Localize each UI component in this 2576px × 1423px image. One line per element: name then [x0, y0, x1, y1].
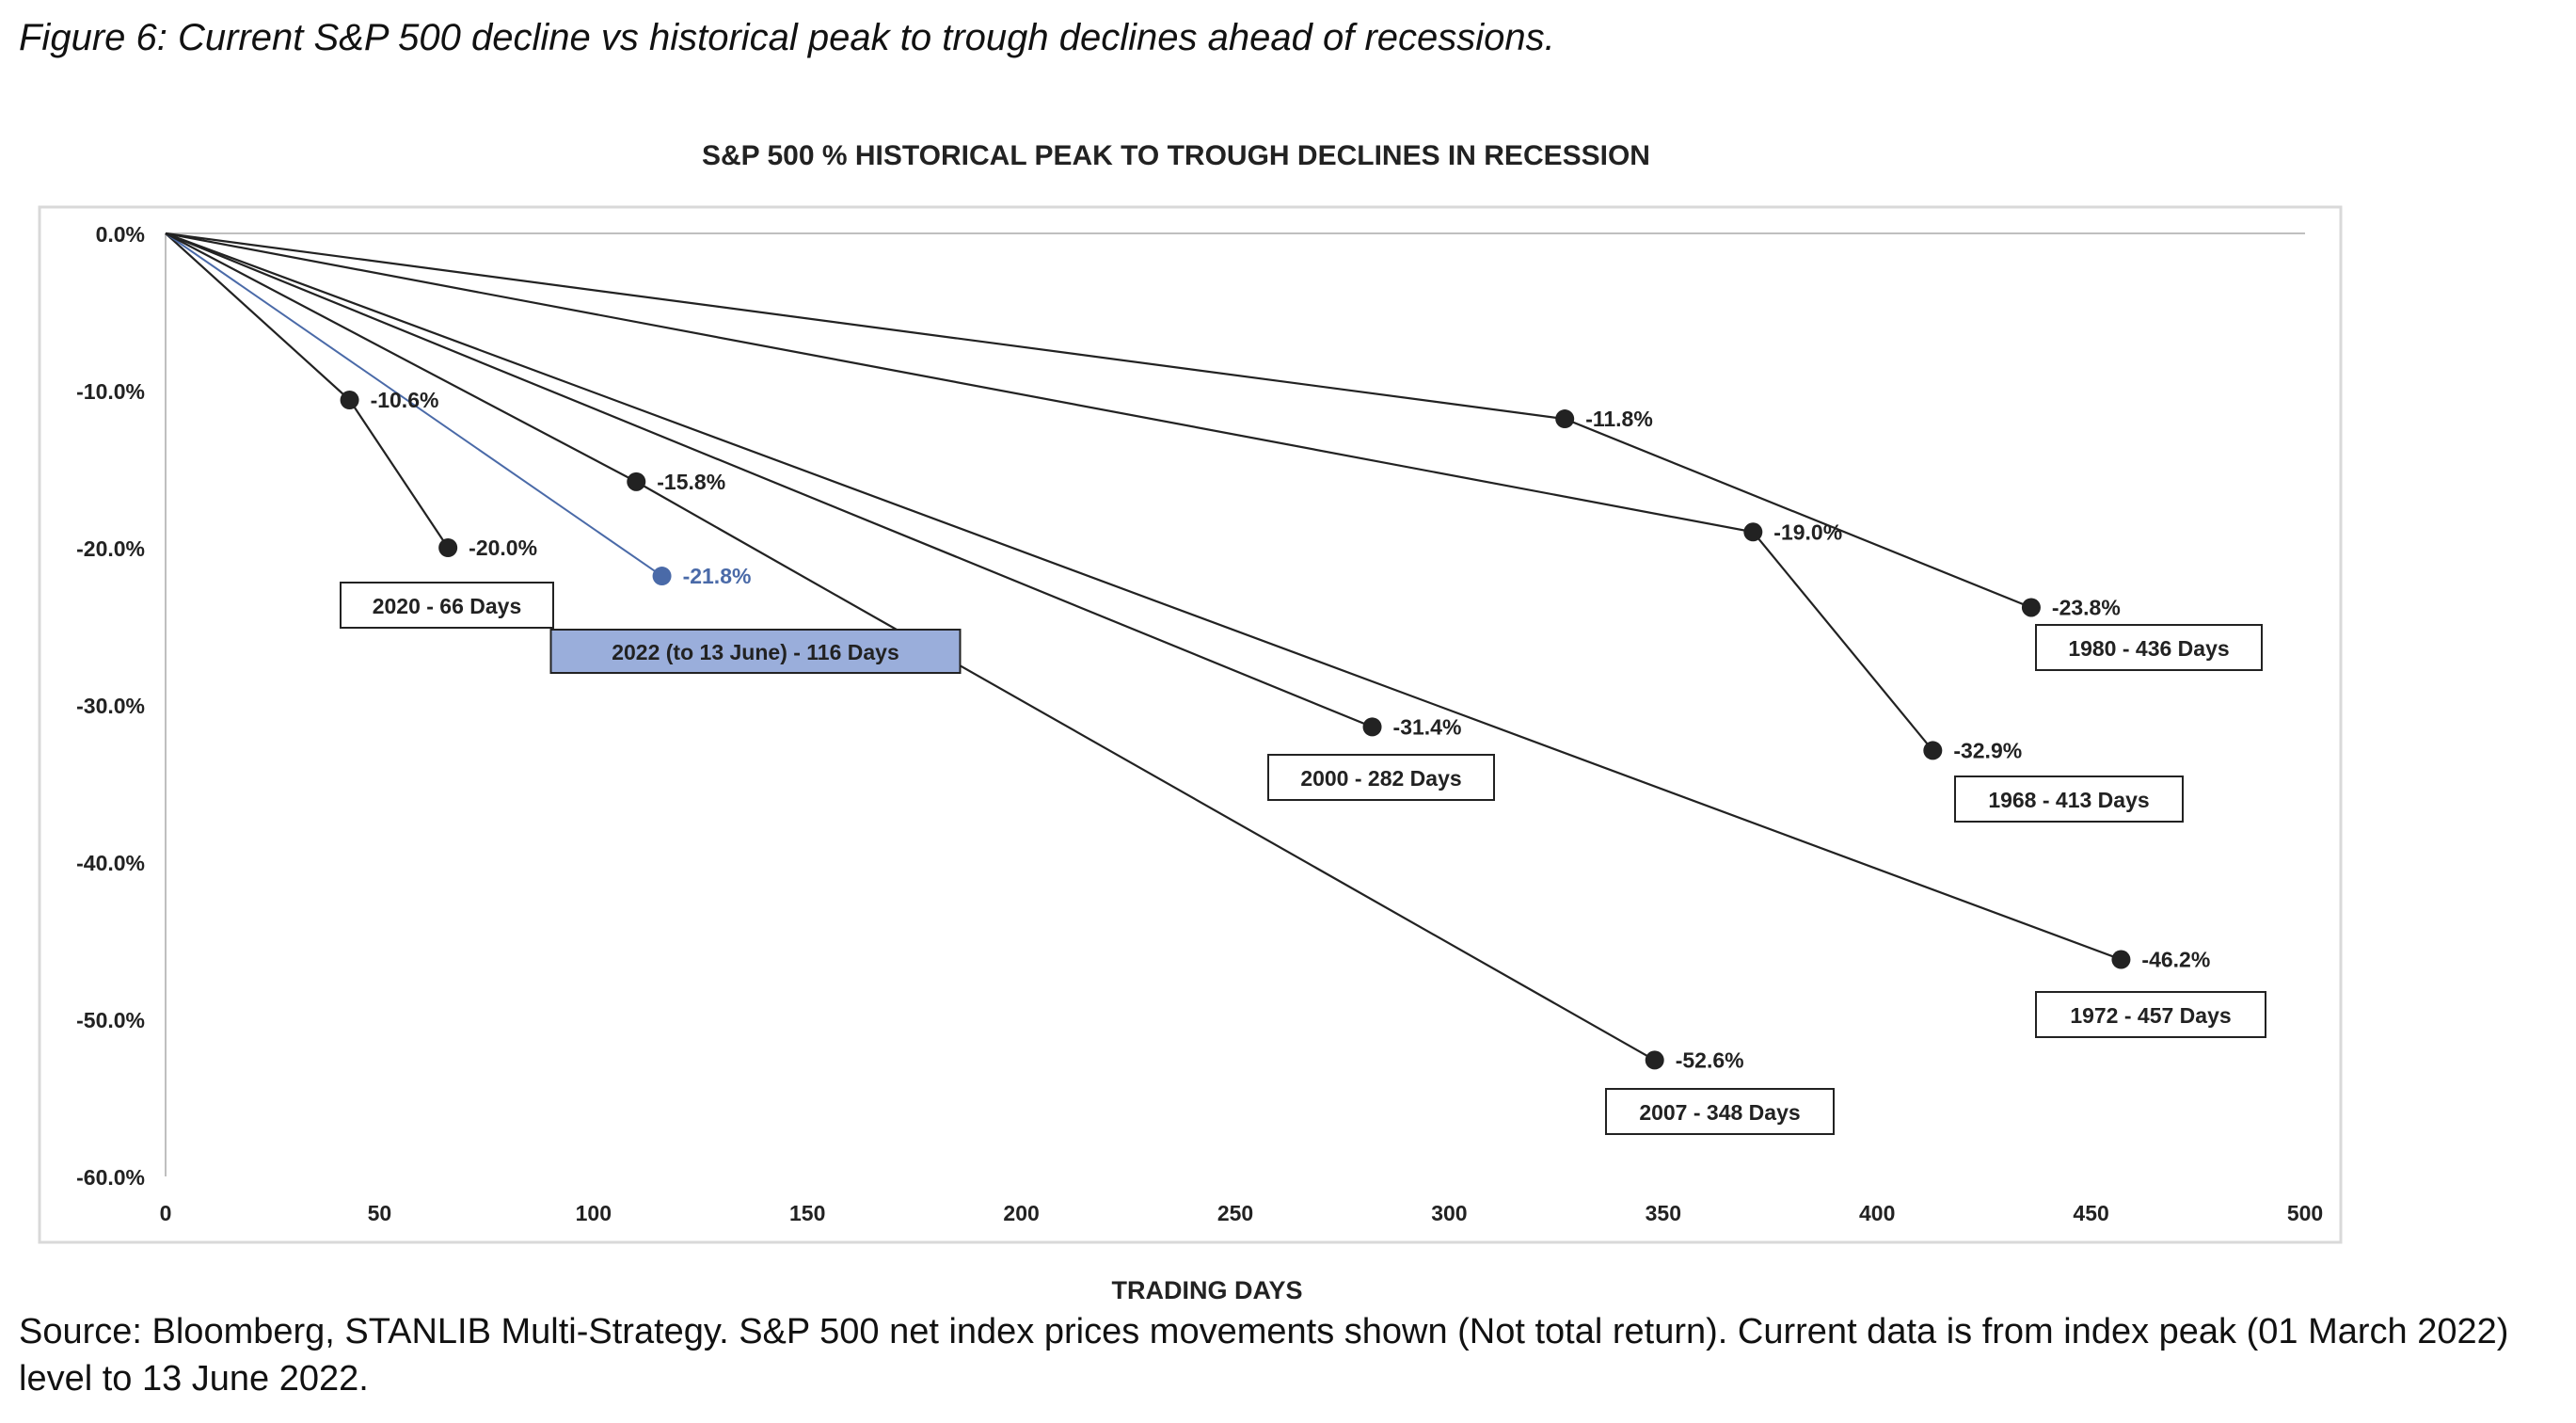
series-label: 2007 - 348 Days	[1639, 1100, 1800, 1125]
x-tick-label: 500	[2287, 1201, 2323, 1225]
data-point-s1980	[1555, 409, 1575, 429]
y-tick-label: -40.0%	[76, 851, 145, 875]
data-label: -11.8%	[1585, 407, 1653, 431]
series-label-box	[1267, 754, 1495, 801]
series-line-s1972	[165, 232, 2122, 961]
x-tick-label: 350	[1646, 1201, 1681, 1225]
data-point-s2022	[652, 567, 672, 586]
data-label: -32.9%	[1953, 738, 2022, 762]
data-point-s2007	[627, 472, 646, 491]
series-layer	[165, 232, 2131, 1070]
data-point-s1968	[1743, 522, 1763, 542]
series-label-box	[1954, 775, 2184, 823]
x-tick-label: 100	[576, 1201, 612, 1225]
axes: 0.0% -10.0% -20.0% -30.0% -40.0% -50.0% -60.0%…	[76, 222, 2323, 1225]
data-point-s1980	[2021, 598, 2041, 617]
y-tick-label: -10.0%	[76, 379, 145, 404]
data-label: -23.8%	[2052, 595, 2121, 619]
y-tick-label: -60.0%	[76, 1165, 145, 1190]
data-label: -52.6%	[1676, 1047, 1744, 1072]
series-label-box	[2035, 624, 2263, 671]
x-tick-label: 400	[1859, 1201, 1895, 1225]
y-tick-label: -20.0%	[76, 536, 145, 561]
series-label: 2000 - 282 Days	[1300, 766, 1461, 791]
series-label: 2022 (to 13 June) - 116 Days	[612, 640, 899, 664]
series-label: 2020 - 66 Days	[373, 594, 522, 618]
data-point-s2000	[1362, 717, 1382, 737]
source-note: Source: Bloomberg, STANLIB Multi-Strateg…	[19, 1312, 2509, 1399]
x-tick-label: 300	[1431, 1201, 1467, 1225]
data-label: -15.8%	[657, 470, 725, 494]
y-tick-label: -30.0%	[76, 694, 145, 718]
labels-layer: -10.6% -20.0% 2020 - 66 Days -21.8% 2022 (to…	[340, 388, 2266, 1135]
data-label: -46.2%	[2141, 948, 2210, 972]
x-tick-label: 250	[1217, 1201, 1253, 1225]
data-label: -19.0%	[1773, 520, 1842, 544]
series-label-box	[2035, 991, 2266, 1038]
data-point-s1968	[1923, 741, 1943, 760]
figure-title: Figure 6: Current S&P 500 decline vs his…	[19, 17, 1555, 58]
series-label: 1980 - 436 Days	[2068, 636, 2229, 661]
x-tick-label: 200	[1003, 1201, 1039, 1225]
data-label: -20.0%	[469, 536, 537, 560]
series-label-box	[340, 582, 554, 629]
chart-title: S&P 500 % HISTORICAL PEAK TO TROUGH DECL…	[702, 140, 1650, 171]
series-line-s2000	[165, 232, 1373, 728]
x-axis-title: TRADING DAYS	[1111, 1276, 1302, 1304]
data-point-s2020	[340, 391, 359, 410]
data-point-s2020	[438, 538, 458, 557]
data-point-s2007	[1645, 1050, 1664, 1070]
data-label: -31.4%	[1393, 714, 1462, 739]
data-label: -21.8%	[683, 564, 752, 588]
series-line-s2022	[165, 232, 663, 577]
data-point-s1972	[2111, 950, 2131, 969]
series-line-s1968	[165, 232, 1934, 752]
y-tick-label: 0.0%	[96, 222, 145, 247]
x-tick-label: 150	[789, 1201, 825, 1225]
x-tick-label: 50	[368, 1201, 392, 1225]
series-label-box	[549, 629, 962, 674]
x-tick-label: 450	[2073, 1201, 2108, 1225]
x-tick-label: 0	[160, 1201, 172, 1225]
series-label: 1968 - 413 Days	[1988, 788, 2149, 812]
series-label: 1972 - 457 Days	[2070, 1003, 2231, 1028]
series-label-box	[1605, 1088, 1835, 1135]
data-label: -10.6%	[371, 388, 439, 412]
plot-area-frame	[38, 205, 2343, 1244]
y-tick-label: -50.0%	[76, 1008, 145, 1032]
